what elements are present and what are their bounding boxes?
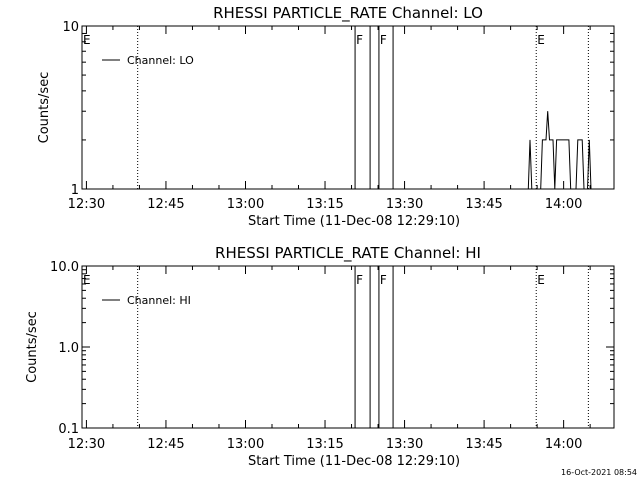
x-tick-label: 14:00 [545, 437, 582, 452]
x-tick-label: 12:30 [68, 437, 105, 452]
x-tick-label: 13:15 [306, 437, 343, 452]
x-tick-label: 12:45 [147, 197, 184, 212]
x-tick-label: 13:00 [227, 197, 264, 212]
footer-timestamp: 16-Oct-2021 08:54 [561, 468, 637, 477]
event-marker-label: F [356, 33, 363, 47]
y-tick-label: 0.1 [58, 422, 79, 437]
chart-title: RHESSI PARTICLE_RATE Channel: HI [215, 244, 481, 263]
event-marker-label: F [356, 273, 363, 287]
x-tick-label: 13:00 [227, 437, 264, 452]
event-marker-label: E [83, 33, 91, 47]
x-axis-label: Start Time (11-Dec-08 12:29:10) [248, 214, 460, 229]
series-line [527, 111, 592, 190]
x-tick-label: 13:45 [465, 437, 502, 452]
y-tick-label: 10.0 [50, 260, 79, 275]
event-marker-label: F [380, 33, 387, 47]
x-tick-label: 13:30 [386, 437, 423, 452]
y-axis-label: Counts/sec [37, 72, 52, 144]
x-tick-label: 12:30 [68, 197, 105, 212]
y-tick-label: 1 [71, 183, 79, 198]
event-marker-label: F [380, 273, 387, 287]
x-tick-label: 13:45 [465, 197, 502, 212]
x-tick-label: 13:30 [386, 197, 423, 212]
chart-title: RHESSI PARTICLE_RATE Channel: LO [213, 4, 483, 23]
y-tick-label: 1.0 [58, 341, 79, 356]
x-axis-label: Start Time (11-Dec-08 12:29:10) [248, 454, 460, 469]
legend-label: Channel: HI [127, 294, 191, 307]
chart-channel-lo: RHESSI PARTICLE_RATE Channel: LO 12:30 12:… [37, 4, 615, 229]
chart-channel-hi: RHESSI PARTICLE_RATE Channel: HI 12:30 12:… [25, 244, 615, 469]
x-tick-label: 12:45 [147, 437, 184, 452]
legend-label: Channel: LO [127, 54, 194, 67]
y-axis-label: Counts/sec [25, 311, 40, 383]
y-tick-label: 10 [62, 20, 79, 35]
event-marker-label: E [83, 273, 91, 287]
x-tick-label: 13:15 [306, 197, 343, 212]
event-marker-label: E [537, 33, 545, 47]
event-marker-label: E [537, 273, 545, 287]
x-tick-label: 14:00 [545, 197, 582, 212]
